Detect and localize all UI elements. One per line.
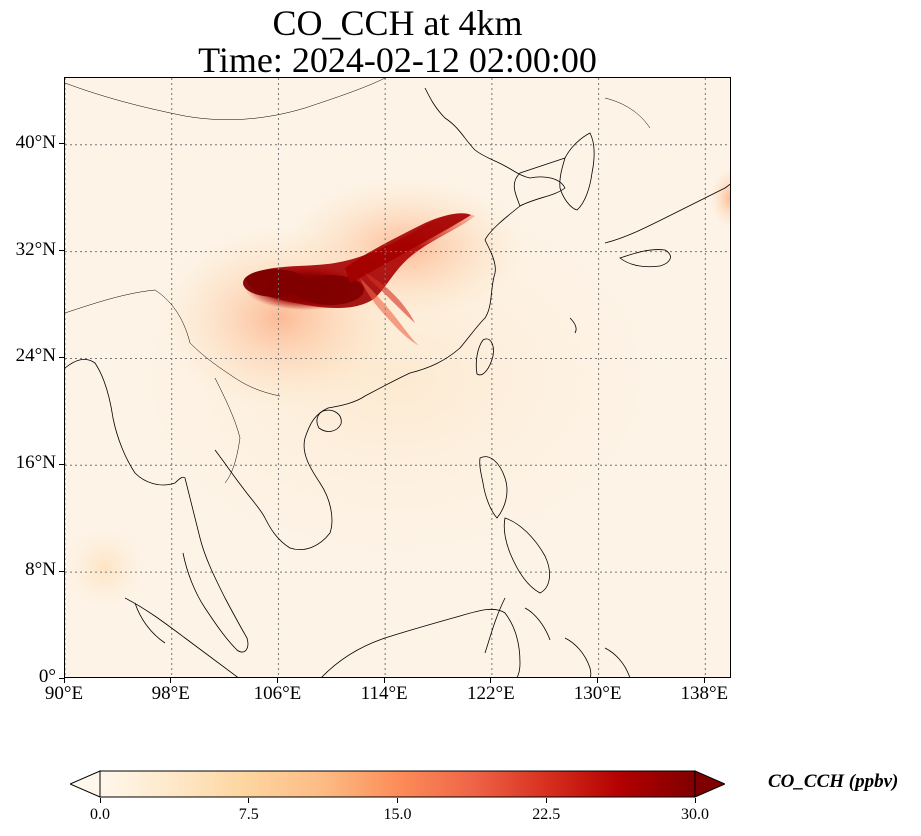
concentration-field [65, 168, 730, 608]
map-title: CO_CCH at 4km [272, 3, 523, 43]
lon-label-130: 130°E [573, 683, 622, 704]
graticule-lines [65, 78, 730, 677]
lat-tick-40 [59, 143, 64, 145]
colorbar-tick-0 [99, 798, 101, 803]
lon-tick-130 [597, 678, 599, 683]
colorbar-tick-label-0: 0.0 [90, 806, 110, 823]
lat-tick-16 [59, 463, 64, 465]
colorbar-tick-15 [397, 798, 398, 803]
colorbar-tick-7.5 [248, 798, 250, 803]
map-panel[interactable] [64, 77, 731, 678]
lon-label-138: 138°E [680, 683, 729, 704]
lat-label-0: 0° [38, 666, 56, 687]
lon-label-90: 90°E [44, 683, 84, 704]
lon-label-114: 114°E [360, 683, 408, 704]
colorbar-ramp [99, 770, 696, 798]
coastlines [65, 78, 730, 677]
lon-tick-122 [490, 678, 492, 683]
colorbar-tick-label-15: 15.0 [383, 806, 412, 823]
colorbar-extend-high [694, 770, 727, 798]
lat-tick-0 [59, 677, 64, 679]
lat-label-32: 32°N [15, 238, 56, 260]
map-canvas [65, 78, 730, 677]
colorbar-tick-label-7.5: 7.5 [238, 806, 259, 823]
lon-tick-138 [703, 678, 705, 683]
lon-tick-114 [383, 678, 385, 683]
lat-label-24: 24°N [15, 345, 56, 367]
lon-tick-106 [276, 678, 278, 683]
colorbar-extend-low [68, 770, 101, 798]
colorbar [68, 770, 727, 798]
lat-tick-8 [59, 570, 64, 572]
lat-label-16: 16°N [15, 452, 56, 474]
map-subtitle-time: Time: 2024-02-12 02:00:00 [198, 40, 597, 80]
lat-tick-32 [59, 250, 64, 252]
colorbar-tick-30 [694, 798, 696, 803]
lat-tick-24 [59, 356, 64, 358]
lon-label-98: 98°E [151, 683, 190, 704]
colorbar-tick-label-22.5: 22.5 [532, 806, 561, 823]
lon-label-106: 106°E [253, 683, 302, 704]
lat-label-40: 40°N [15, 131, 56, 153]
lat-label-8: 8°N [25, 559, 56, 581]
lon-tick-90 [63, 678, 65, 683]
lon-label-122: 122°E [467, 683, 515, 704]
lon-tick-98 [170, 678, 172, 683]
colorbar-tick-22.5 [545, 798, 547, 803]
colorbar-tick-label-30: 30.0 [681, 806, 709, 823]
colorbar-title: CO_CCH (ppbv) [768, 771, 899, 792]
